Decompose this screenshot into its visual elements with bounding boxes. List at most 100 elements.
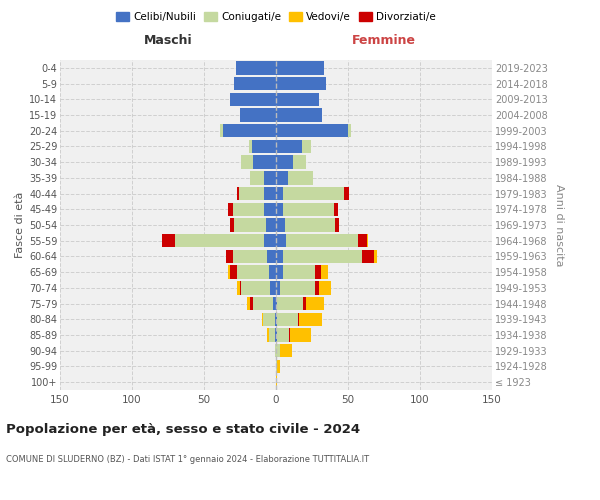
Bar bbox=[276, 344, 280, 358]
Bar bbox=[276, 61, 323, 74]
Bar bbox=[276, 108, 322, 122]
Bar bbox=[304, 297, 306, 310]
Bar bbox=[234, 218, 266, 232]
Bar bbox=[248, 140, 251, 153]
Bar bbox=[220, 124, 223, 138]
Bar bbox=[229, 266, 230, 279]
Bar bbox=[276, 77, 326, 90]
Bar bbox=[266, 218, 276, 232]
Bar bbox=[315, 281, 319, 294]
Bar bbox=[262, 312, 263, 326]
Bar bbox=[223, 124, 276, 138]
Legend: Celibi/Nubili, Coniugati/e, Vedovi/e, Divorziati/e: Celibi/Nubili, Coniugati/e, Vedovi/e, Di… bbox=[112, 8, 440, 26]
Bar bbox=[320, 266, 328, 279]
Bar bbox=[319, 281, 331, 294]
Bar bbox=[265, 234, 276, 247]
Bar bbox=[367, 234, 368, 247]
Y-axis label: Fasce di età: Fasce di età bbox=[14, 192, 25, 258]
Bar bbox=[236, 61, 276, 74]
Bar bbox=[283, 187, 344, 200]
Text: COMUNE DI SLUDERNO (BZ) - Dati ISTAT 1° gennaio 2024 - Elaborazione TUTTITALIA.I: COMUNE DI SLUDERNO (BZ) - Dati ISTAT 1° … bbox=[6, 456, 369, 464]
Bar bbox=[335, 218, 340, 232]
Bar bbox=[289, 328, 290, 342]
Bar bbox=[284, 218, 335, 232]
Bar bbox=[276, 266, 283, 279]
Y-axis label: Anni di nascita: Anni di nascita bbox=[554, 184, 565, 266]
Bar bbox=[234, 77, 276, 90]
Bar bbox=[302, 140, 311, 153]
Bar bbox=[362, 250, 374, 263]
Bar bbox=[275, 344, 276, 358]
Bar bbox=[283, 266, 315, 279]
Bar bbox=[277, 360, 280, 373]
Text: Popolazione per età, sesso e stato civile - 2024: Popolazione per età, sesso e stato civil… bbox=[6, 422, 360, 436]
Bar bbox=[315, 266, 320, 279]
Bar bbox=[229, 202, 233, 216]
Bar bbox=[268, 328, 269, 342]
Bar bbox=[290, 328, 311, 342]
Bar bbox=[263, 312, 275, 326]
Bar bbox=[344, 187, 349, 200]
Bar bbox=[276, 140, 302, 153]
Bar bbox=[230, 266, 237, 279]
Bar bbox=[276, 124, 348, 138]
Bar bbox=[334, 202, 338, 216]
Text: Maschi: Maschi bbox=[143, 34, 193, 48]
Bar bbox=[276, 218, 284, 232]
Bar bbox=[253, 156, 276, 169]
Bar bbox=[276, 376, 277, 389]
Bar bbox=[299, 312, 322, 326]
Bar bbox=[240, 281, 241, 294]
Bar bbox=[230, 92, 276, 106]
Bar bbox=[241, 281, 270, 294]
Bar bbox=[265, 202, 276, 216]
Bar bbox=[280, 281, 315, 294]
Bar bbox=[233, 250, 268, 263]
Bar bbox=[276, 328, 277, 342]
Bar bbox=[237, 281, 240, 294]
Bar bbox=[237, 266, 269, 279]
Bar bbox=[306, 297, 323, 310]
Bar bbox=[280, 344, 292, 358]
Bar bbox=[276, 312, 277, 326]
Bar bbox=[276, 156, 293, 169]
Bar bbox=[247, 297, 250, 310]
Bar bbox=[241, 156, 253, 169]
Bar bbox=[250, 297, 253, 310]
Bar bbox=[273, 297, 276, 310]
Bar bbox=[237, 187, 239, 200]
Bar bbox=[293, 156, 306, 169]
Bar bbox=[276, 171, 287, 184]
Bar bbox=[275, 312, 276, 326]
Bar bbox=[276, 297, 277, 310]
Bar bbox=[276, 360, 277, 373]
Bar bbox=[253, 297, 273, 310]
Bar bbox=[162, 234, 175, 247]
Bar bbox=[265, 171, 276, 184]
Bar bbox=[358, 234, 367, 247]
Bar bbox=[283, 250, 362, 263]
Bar bbox=[275, 328, 276, 342]
Bar bbox=[251, 140, 276, 153]
Bar bbox=[268, 250, 276, 263]
Bar bbox=[250, 171, 265, 184]
Bar bbox=[265, 187, 276, 200]
Bar bbox=[270, 281, 276, 294]
Bar bbox=[277, 297, 304, 310]
Bar bbox=[269, 266, 276, 279]
Bar bbox=[374, 250, 377, 263]
Bar bbox=[239, 187, 265, 200]
Bar bbox=[276, 234, 286, 247]
Bar bbox=[175, 234, 265, 247]
Bar bbox=[277, 312, 298, 326]
Bar bbox=[230, 218, 234, 232]
Bar bbox=[269, 328, 275, 342]
Bar bbox=[276, 202, 283, 216]
Text: Femmine: Femmine bbox=[352, 34, 416, 48]
Bar bbox=[298, 312, 299, 326]
Bar bbox=[286, 234, 358, 247]
Bar bbox=[233, 202, 265, 216]
Bar bbox=[276, 250, 283, 263]
Bar bbox=[240, 108, 276, 122]
Bar bbox=[276, 187, 283, 200]
